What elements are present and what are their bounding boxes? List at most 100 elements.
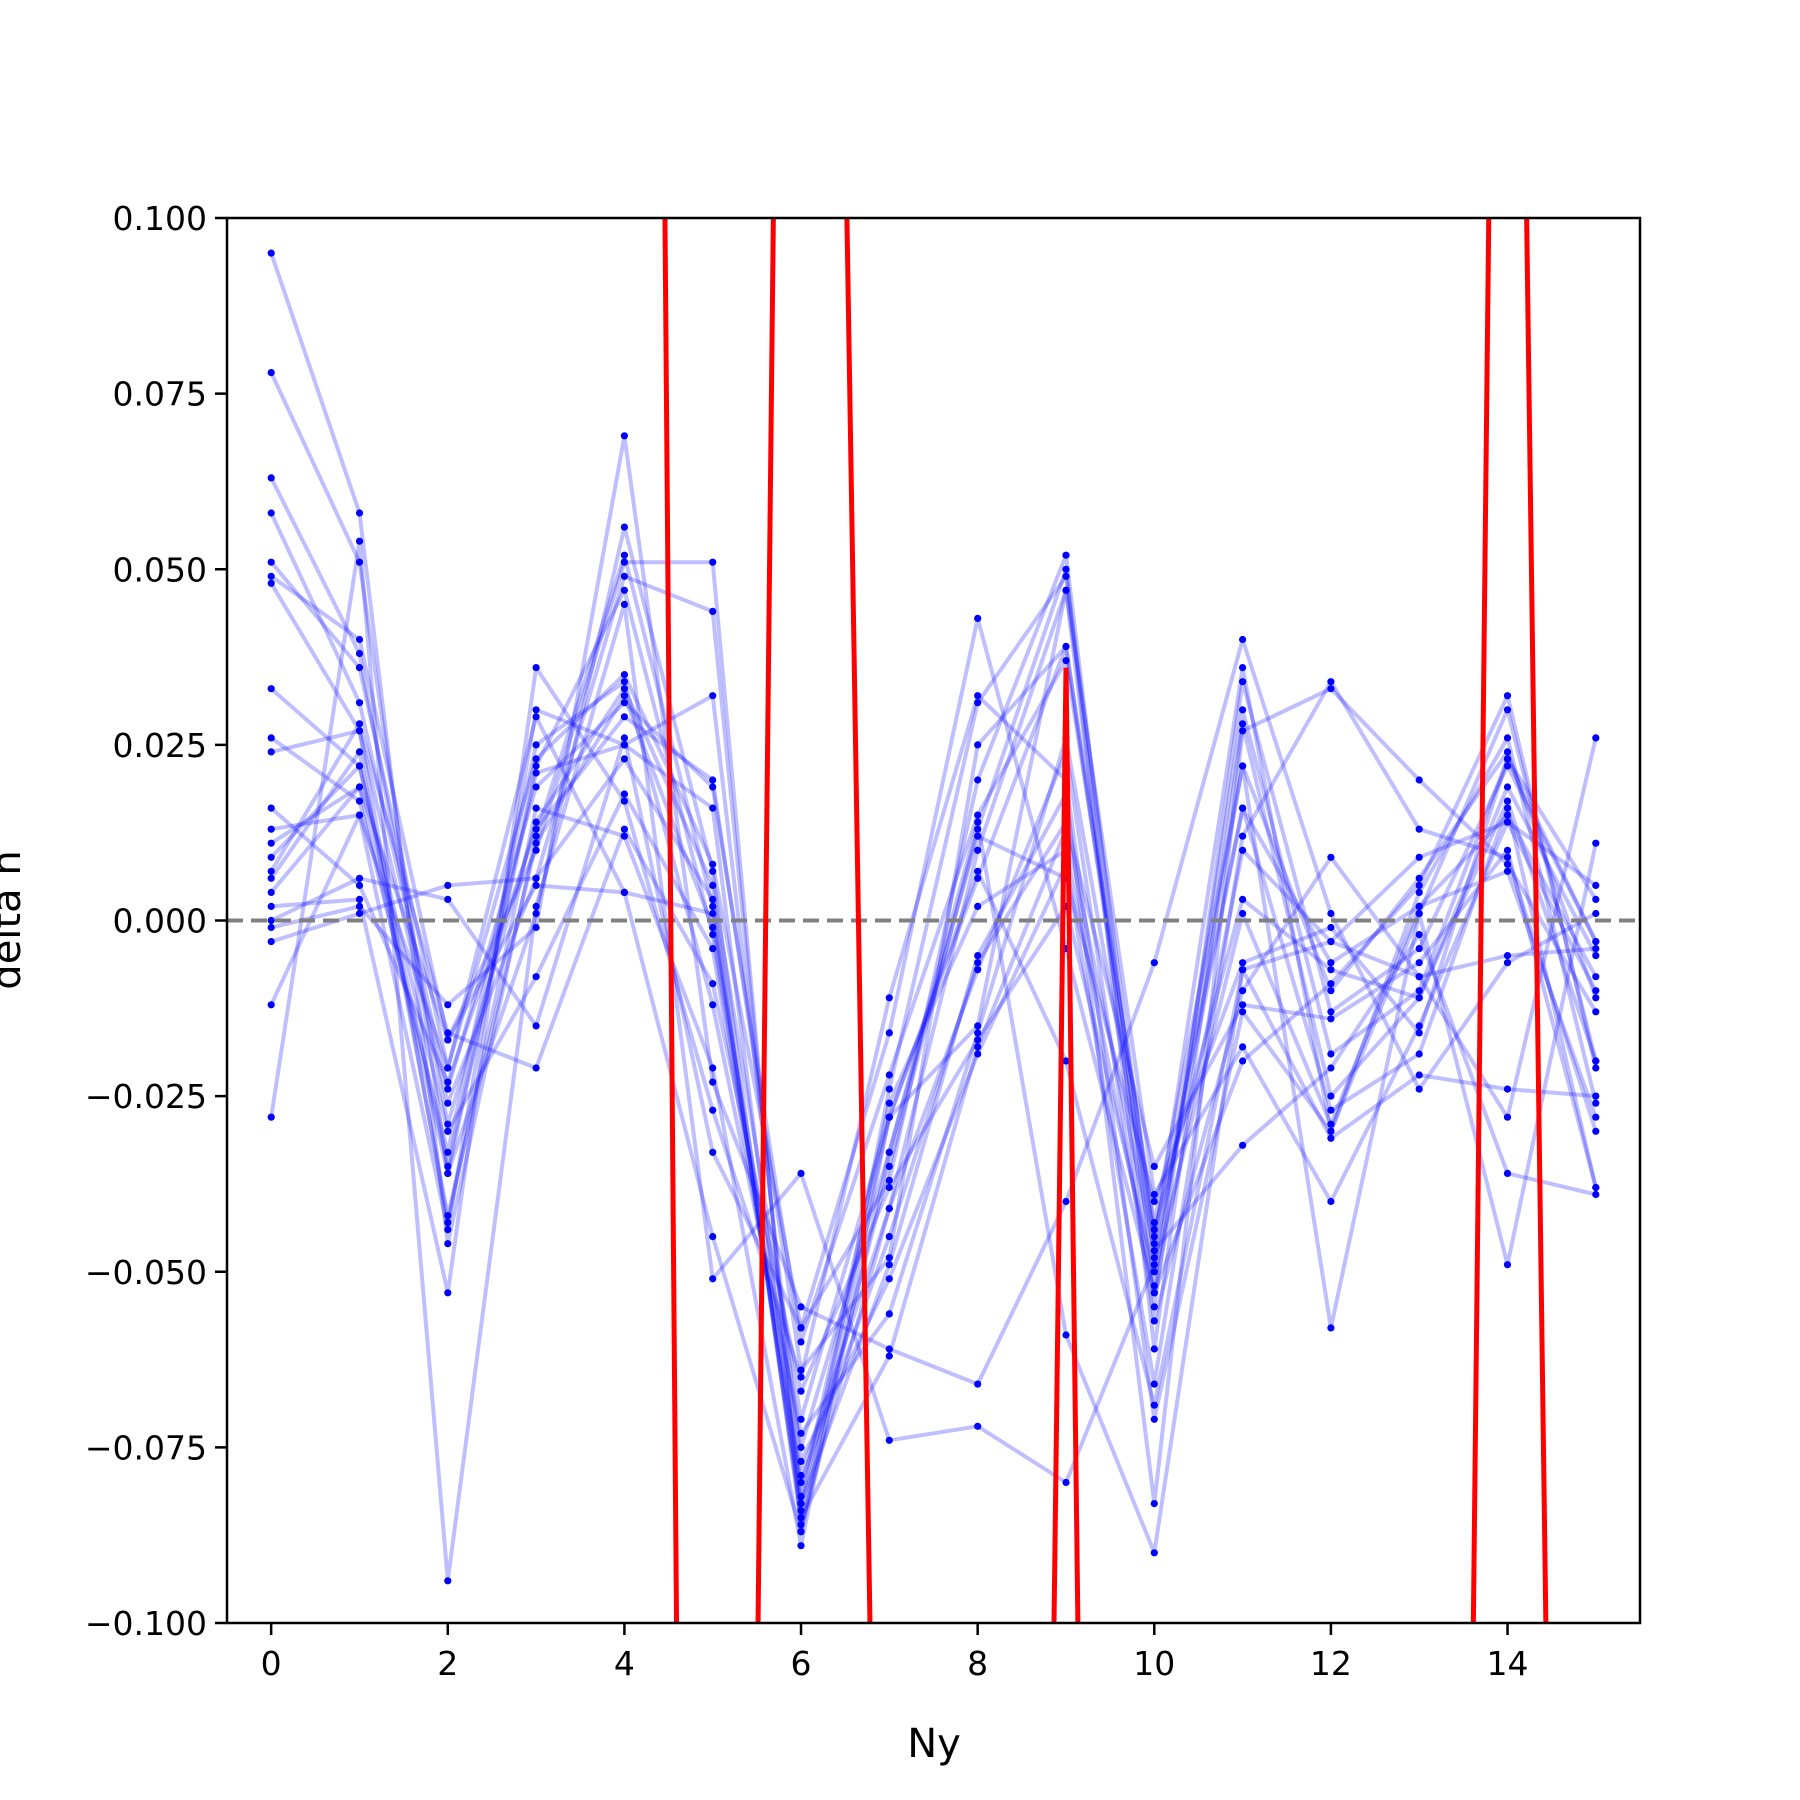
data-point: [797, 1528, 805, 1536]
data-point: [1150, 1261, 1158, 1269]
data-point: [1062, 551, 1070, 559]
data-point: [1062, 1197, 1070, 1206]
data-point: [1150, 1247, 1158, 1255]
data-point: [1503, 692, 1512, 700]
data-point: [1239, 1001, 1247, 1009]
data-point: [1503, 748, 1512, 756]
data-point: [620, 586, 629, 594]
series-line: [270, 433, 1597, 1387]
series-line: [270, 707, 1597, 1499]
data-point: [1503, 853, 1512, 861]
data-point: [1415, 959, 1423, 967]
data-point: [620, 600, 629, 609]
data-point: [532, 755, 540, 763]
series-line: [269, 721, 1598, 1394]
data-point: [709, 867, 717, 875]
y-tick-label: −0.050: [85, 1253, 207, 1292]
data-point: [1415, 1022, 1423, 1030]
data-point: [444, 1219, 452, 1227]
data-point: [1327, 966, 1335, 974]
data-point: [620, 432, 629, 440]
data-point: [1592, 1190, 1600, 1199]
data-point: [444, 1148, 452, 1156]
data-point: [709, 945, 717, 953]
data-point: [1150, 1268, 1158, 1276]
data-point: [532, 664, 540, 672]
series-17: [267, 586, 1600, 1508]
data-point: [444, 895, 452, 904]
data-point: [620, 685, 629, 693]
data-point: [1327, 923, 1335, 932]
series-line: [270, 560, 1598, 1534]
data-point: [709, 1001, 717, 1009]
y-axis-label: delta n: [0, 850, 30, 989]
data-point: [620, 741, 629, 749]
data-point: [1150, 1219, 1158, 1227]
data-point: [797, 1521, 805, 1529]
data-point: [532, 909, 540, 918]
data-point: [1592, 938, 1600, 946]
x-tick-label: 14: [1487, 1644, 1529, 1683]
data-point: [885, 994, 893, 1002]
x-tick-label: 0: [261, 1644, 282, 1683]
data-point: [709, 776, 717, 784]
series-20: [267, 432, 1600, 1388]
data-point: [444, 1099, 452, 1107]
data-point: [1592, 734, 1600, 742]
data-point: [1327, 980, 1335, 988]
data-point: [1592, 1008, 1600, 1016]
data-point: [1062, 1478, 1070, 1487]
data-point: [885, 1275, 893, 1283]
data-point: [1150, 959, 1158, 967]
data-point: [620, 572, 629, 580]
data-point: [355, 811, 364, 819]
data-point: [1503, 762, 1512, 770]
data-point: [355, 909, 364, 918]
data-point: [885, 1085, 893, 1093]
data-point: [1150, 1401, 1158, 1409]
y-tick-label: 0.050: [113, 550, 207, 589]
data-point: [1503, 734, 1512, 742]
data-point: [709, 923, 717, 932]
data-point: [1239, 762, 1247, 770]
data-point: [1239, 664, 1247, 672]
series-line: [269, 539, 1598, 1583]
data-point: [709, 607, 717, 616]
data-point: [1327, 1106, 1335, 1114]
data-point: [267, 923, 275, 932]
data-point: [1150, 1345, 1158, 1353]
data-point: [797, 1169, 805, 1177]
data-point: [355, 649, 364, 658]
data-point: [1503, 952, 1512, 960]
data-point: [532, 846, 540, 854]
x-axis-ticks: 0 2 4 6 8 10 12 14: [261, 1623, 1529, 1683]
data-point: [885, 1148, 893, 1156]
data-point: [444, 1127, 452, 1135]
data-point: [532, 769, 540, 777]
data-point: [355, 727, 364, 735]
data-point: [1415, 874, 1423, 882]
data-point: [1327, 1015, 1335, 1023]
data-point: [532, 741, 540, 749]
data-point: [974, 966, 982, 974]
data-point: [974, 1380, 982, 1388]
data-point: [1327, 1064, 1335, 1072]
data-point: [1592, 895, 1600, 904]
data-point: [444, 1085, 452, 1093]
data-point: [355, 537, 364, 545]
data-point: [1327, 1197, 1335, 1206]
series-line: [269, 679, 1598, 1464]
data-point: [797, 1457, 805, 1465]
data-point: [355, 902, 364, 911]
data-point: [1327, 909, 1335, 918]
data-point: [709, 980, 717, 988]
data-point: [1327, 1120, 1335, 1128]
data-point: [797, 1338, 805, 1346]
data-point: [620, 692, 629, 700]
data-point: [709, 931, 717, 939]
data-point: [1239, 1043, 1247, 1051]
data-point: [1327, 959, 1335, 967]
data-point: [1062, 572, 1070, 580]
series-21: [267, 755, 1600, 1522]
data-point: [1503, 846, 1512, 854]
